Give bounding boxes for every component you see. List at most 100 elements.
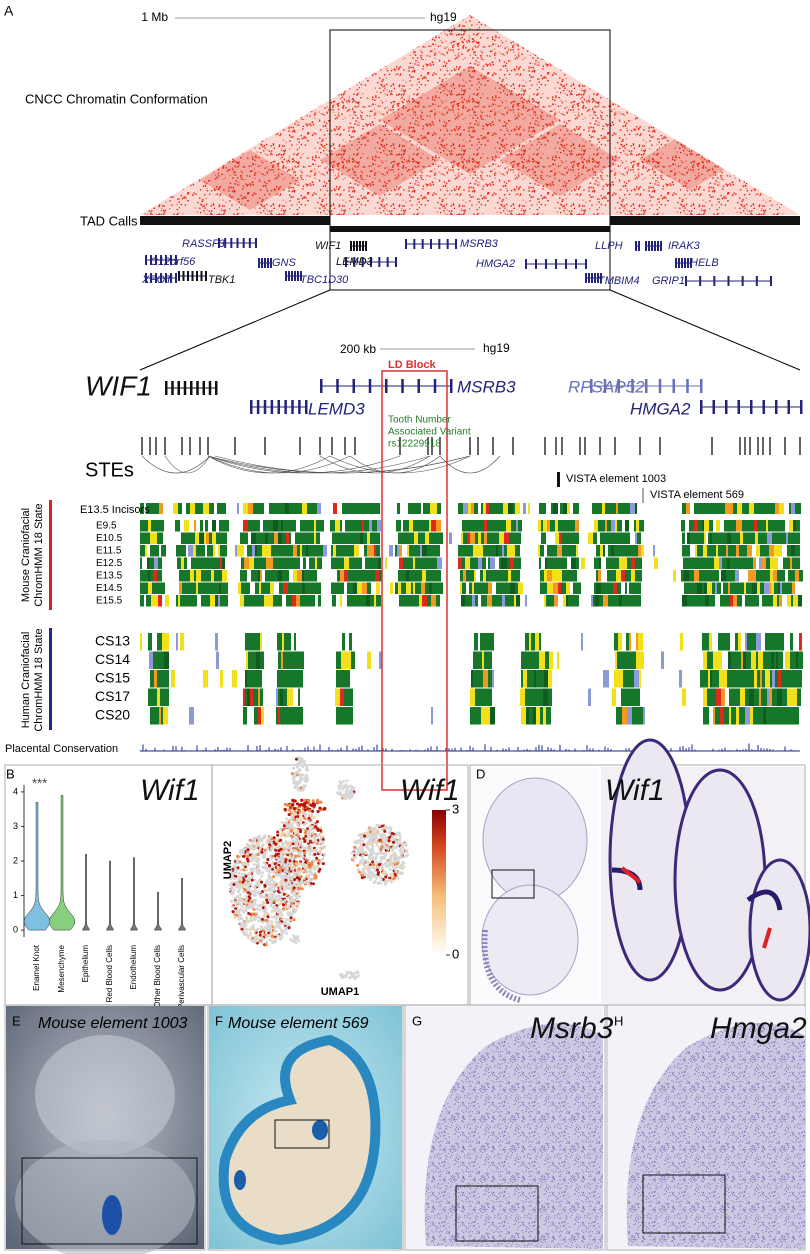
chromatin-state <box>303 557 306 569</box>
umap-cell <box>361 854 365 858</box>
inset-box <box>21 1157 198 1245</box>
chromatin-state <box>335 557 340 569</box>
chromatin-state <box>518 570 520 582</box>
exon <box>401 379 404 393</box>
umap-cell <box>383 882 387 886</box>
chromatin-state <box>618 503 621 514</box>
chromatin-state <box>636 651 639 669</box>
umap-cell <box>404 842 408 846</box>
chromatin-state <box>437 557 442 569</box>
chromatin-state <box>750 595 755 607</box>
umap-cell <box>240 905 244 909</box>
umap-cell <box>384 875 388 879</box>
umap-cell <box>254 939 258 943</box>
chromatin-state <box>463 570 466 582</box>
chromatin-state <box>613 582 617 594</box>
chromatin-state <box>509 532 514 544</box>
chromatin-state <box>300 520 305 532</box>
ste-arc <box>207 455 331 474</box>
umap-cell <box>289 824 292 828</box>
chromatin-state <box>704 582 707 594</box>
chromatin-state <box>312 503 314 514</box>
zoom-line <box>139 289 331 371</box>
chromatin-state <box>369 545 374 557</box>
chromatin-state <box>510 582 515 594</box>
chromatin-state <box>216 532 219 544</box>
chromatin-state <box>621 532 624 544</box>
umap-cell <box>255 871 259 874</box>
umap-cell <box>250 900 254 904</box>
chromatin-state <box>146 503 150 514</box>
row-label: E9.5 <box>96 521 117 532</box>
chromatin-state <box>260 688 263 706</box>
chromatin-state <box>273 557 278 569</box>
umap-cell <box>306 768 310 772</box>
chromatin-state <box>698 520 700 532</box>
chromatin-state <box>472 557 474 569</box>
umap-cell <box>283 873 287 876</box>
chromatin-state <box>553 582 558 594</box>
exon <box>638 241 640 251</box>
chromatin-state <box>653 545 655 557</box>
chromatin-state <box>265 532 268 544</box>
chromatin-state <box>398 570 403 582</box>
umap-cell <box>274 842 278 846</box>
chromatin-state <box>315 557 317 569</box>
chromatin-state <box>438 595 440 607</box>
chromatin-state <box>577 532 579 544</box>
umap-cell <box>394 870 398 873</box>
umap-cell <box>239 854 243 858</box>
chromatin-state <box>730 670 732 688</box>
umap-cell <box>388 876 392 880</box>
umap-cell <box>361 861 365 865</box>
umap-cell <box>315 865 319 868</box>
chromatin-state <box>626 670 629 688</box>
umap-cell <box>318 806 322 810</box>
chromatin-state <box>341 532 346 544</box>
exon <box>145 273 147 283</box>
exon <box>687 258 689 268</box>
chromatin-state <box>205 595 210 607</box>
chromatin-state <box>722 503 725 514</box>
umap-cell <box>373 866 377 870</box>
chromatin-state <box>786 532 788 544</box>
umap-cell <box>281 831 285 835</box>
umap-cell <box>304 814 307 818</box>
umap-cell <box>364 858 368 862</box>
chromatin-state <box>297 582 302 594</box>
umap-cell <box>269 847 273 851</box>
chromatin-state <box>743 532 745 544</box>
umap-cell <box>250 857 254 861</box>
chromatin-state <box>799 633 802 651</box>
exon <box>700 379 703 393</box>
chromatin-state <box>771 582 774 594</box>
umap-cell <box>252 917 256 920</box>
y-tick-label: 1 <box>13 890 18 900</box>
chromatin-state <box>173 503 178 514</box>
chromatin-state <box>617 520 622 532</box>
inset-box <box>642 1174 726 1234</box>
chromatin-state <box>471 503 474 514</box>
chromatin-state <box>180 633 184 651</box>
chromatin-state <box>477 545 480 557</box>
chromatin-state <box>367 582 371 594</box>
umap-cell <box>270 889 274 892</box>
chromatin-state <box>766 520 768 532</box>
chromatin-state <box>588 532 593 544</box>
chromatin-state <box>754 503 759 514</box>
chromatin-state <box>158 595 162 607</box>
umap-cell <box>258 847 262 850</box>
exon <box>395 257 397 267</box>
chromatin-state <box>791 545 795 557</box>
umap-cell <box>385 880 388 884</box>
chromatin-state <box>626 633 629 651</box>
chromatin-state <box>600 545 603 557</box>
chromatin-state <box>164 688 169 706</box>
chromatin-state <box>526 707 529 725</box>
umap-cell <box>242 868 246 872</box>
chromatin-state <box>340 670 345 688</box>
umap-cell <box>248 931 252 935</box>
umap-cell <box>233 896 237 900</box>
umap-cell <box>356 974 360 978</box>
umap-cell <box>285 892 289 896</box>
